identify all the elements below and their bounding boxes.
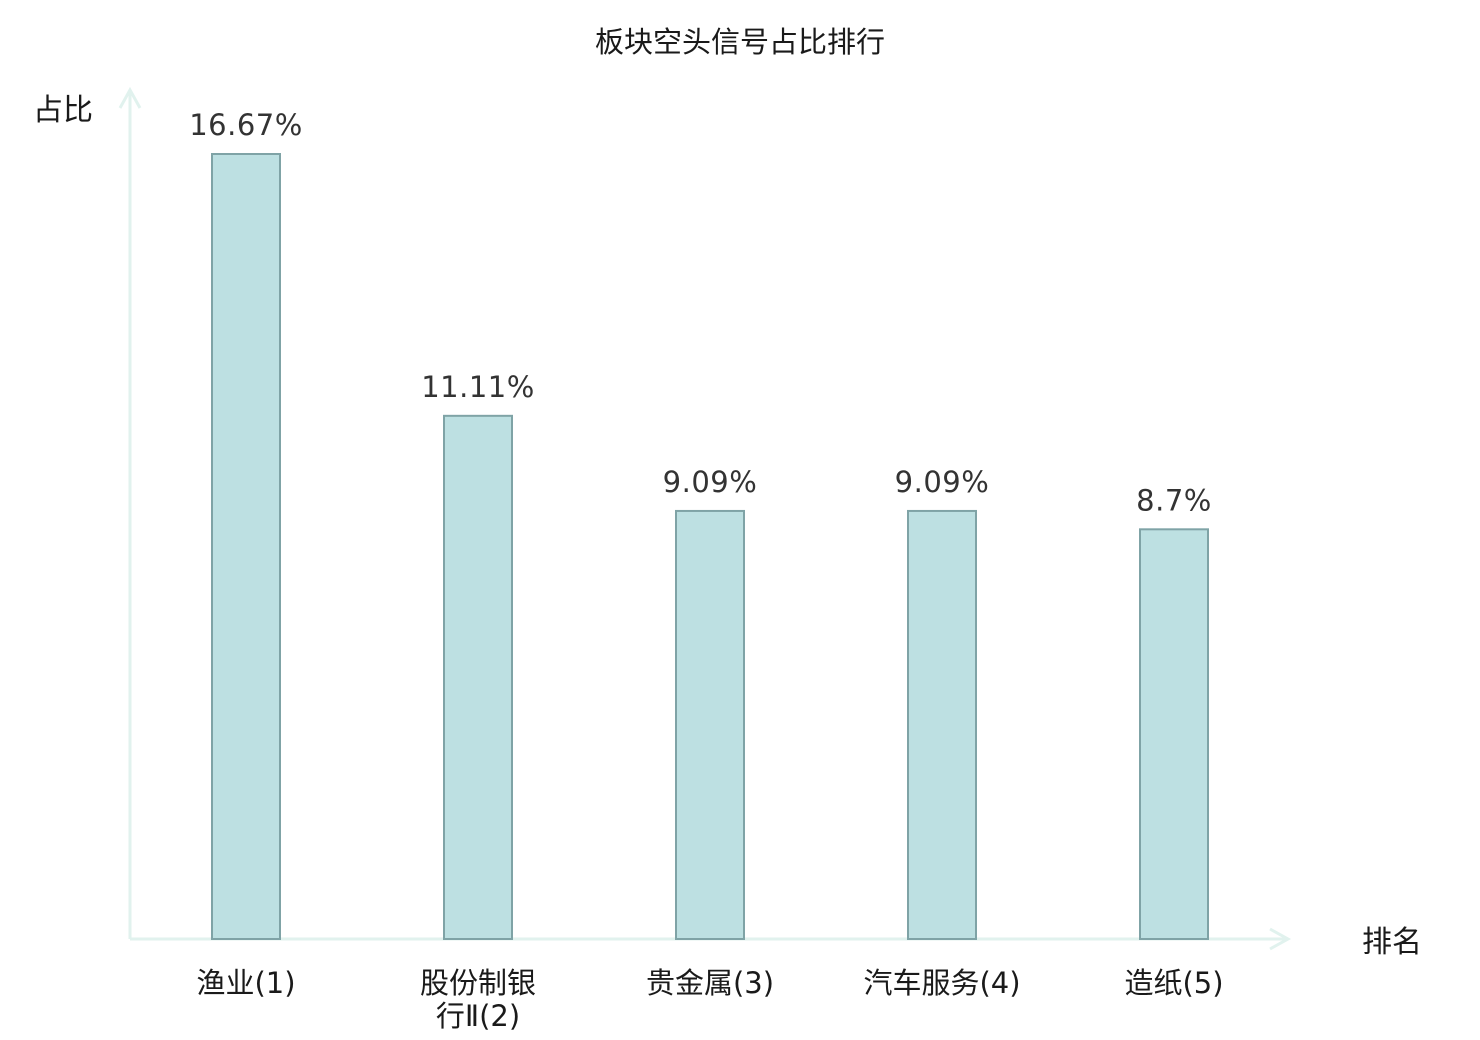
category-label: 造纸(5) xyxy=(1124,966,1223,1000)
category-label: 汽车服务(4) xyxy=(863,966,1020,1000)
category-label: 渔业(1) xyxy=(196,966,295,1000)
value-label: 8.7% xyxy=(1136,483,1212,517)
bar xyxy=(211,153,281,940)
value-label: 9.09% xyxy=(663,465,758,499)
value-label: 9.09% xyxy=(895,465,990,499)
x-axis-arrow xyxy=(1269,927,1292,951)
bar xyxy=(1139,528,1209,940)
category-label: 股份制银 xyxy=(420,966,536,1000)
bar xyxy=(443,414,513,941)
value-label: 11.11% xyxy=(421,370,535,404)
x-axis-label: 排名 xyxy=(1362,925,1422,960)
chart-title: 板块空头信号占比排行 xyxy=(595,25,885,59)
y-axis-arrow xyxy=(118,86,142,109)
category-label: 贵金属(3) xyxy=(646,966,774,1000)
y-axis-label: 占比 xyxy=(33,93,93,128)
value-label: 16.67% xyxy=(189,108,303,142)
category-label: 行Ⅱ(2) xyxy=(436,999,520,1033)
bar xyxy=(907,509,977,940)
bars-group xyxy=(211,153,1209,941)
bar xyxy=(675,509,745,940)
value-labels-group: 16.67% 11.11% 9.09% 9.09% 8.7% xyxy=(189,108,1212,517)
